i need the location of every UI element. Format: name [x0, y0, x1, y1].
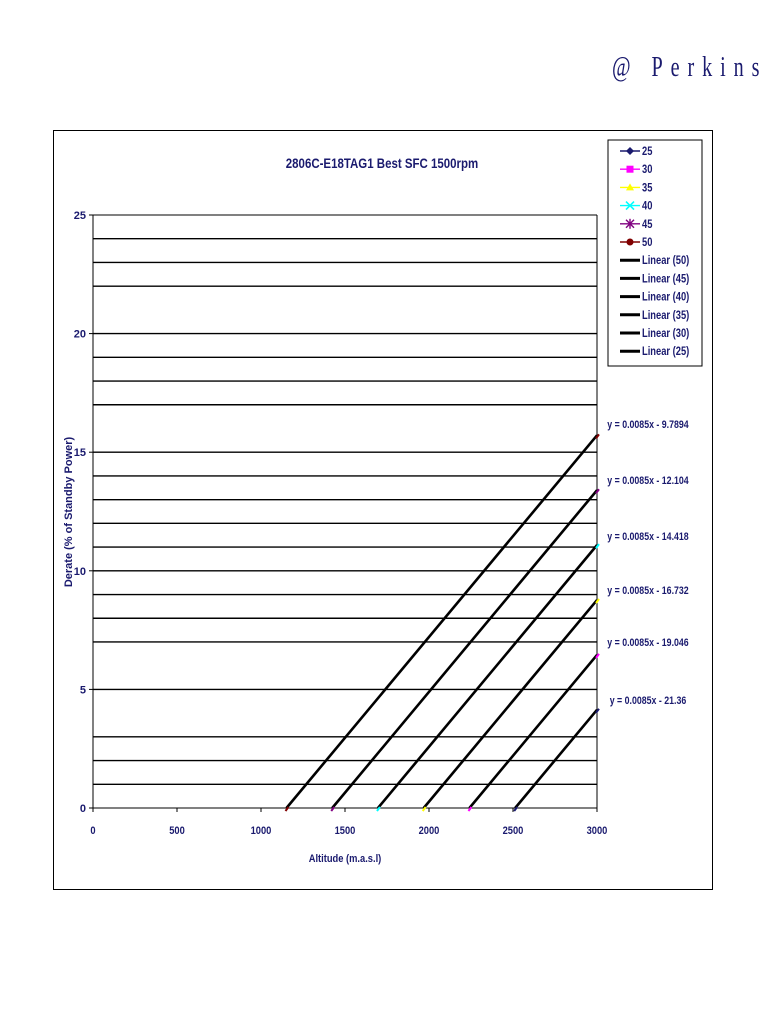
y-tick-label: 15 — [74, 447, 86, 459]
x-tick-label: 3000 — [587, 825, 608, 837]
legend: 25 30 35 40 45 50 Linear (50) Linear (45) Linear… — [607, 139, 703, 367]
data-point-marker — [595, 433, 600, 439]
trendline-equation: y = 0.0085x - 21.36 — [610, 695, 687, 707]
y-tick-label: 25 — [74, 210, 86, 222]
data-point-marker — [595, 653, 600, 659]
legend-marker-x — [625, 201, 635, 211]
legend-label: 35 — [642, 181, 652, 194]
chart-title: 2806C-E18TAG1 Best SFC 1500rpm — [286, 155, 478, 171]
data-point-marker — [284, 806, 290, 812]
trendline — [468, 654, 598, 809]
data-point-marker — [595, 543, 600, 549]
legend-label: Linear (40) — [642, 291, 690, 304]
y-tick-label: 5 — [80, 684, 86, 696]
chart-frame — [53, 130, 713, 890]
x-tick-label: 1000 — [251, 825, 272, 837]
y-tick-label: 10 — [74, 566, 86, 578]
legend-box — [607, 139, 703, 367]
legend-marker-circle — [626, 238, 634, 246]
trendline-equation: y = 0.0085x - 9.7894 — [607, 419, 689, 431]
trendline-equation: y = 0.0085x - 14.418 — [607, 531, 689, 543]
x-axis-label: Altitude (m.a.s.l) — [309, 853, 382, 865]
legend-label: Linear (50) — [642, 254, 690, 267]
x-tick-label: 2000 — [419, 825, 440, 837]
legend-label: Linear (35) — [642, 309, 690, 322]
legend-marker-diamond — [626, 147, 634, 155]
data-point-marker — [595, 488, 600, 494]
trendline-equation: y = 0.0085x - 16.732 — [607, 585, 689, 597]
legend-label: 25 — [642, 145, 652, 158]
trendline-equation: y = 0.0085x - 12.104 — [607, 475, 689, 487]
data-point-marker — [595, 598, 600, 604]
data-point-marker — [467, 806, 473, 812]
x-tick-label: 1500 — [335, 825, 356, 837]
data-point-marker — [595, 708, 600, 714]
x-tick-label: 0 — [90, 825, 95, 837]
x-tick-label: 500 — [169, 825, 185, 837]
trendline — [422, 599, 598, 809]
trendline — [514, 708, 598, 809]
legend-label: Linear (45) — [642, 272, 690, 285]
legend-marker-triangle — [626, 183, 634, 191]
data-point-marker — [376, 806, 381, 812]
trendline — [331, 489, 598, 809]
y-tick-label: 20 — [74, 329, 86, 341]
legend-label: Linear (30) — [642, 327, 690, 340]
legend-label: 30 — [642, 163, 652, 176]
y-tick-label: 0 — [80, 803, 86, 815]
legend-label: Linear (25) — [642, 345, 690, 358]
legend-label: 50 — [642, 236, 652, 249]
trendline — [376, 544, 598, 809]
data-point-marker — [421, 806, 427, 812]
plot-area: 0 5 10 15 20 25 0 500 1000 1500 2000 2500 3000 y = 0.… — [74, 210, 689, 837]
y-axis-label: Derate (% of Standby Power) — [63, 436, 75, 587]
legend-label: 45 — [642, 218, 652, 231]
legend-marker-square — [626, 165, 634, 173]
x-tick-label: 2500 — [503, 825, 524, 837]
trendline-equation: y = 0.0085x - 19.046 — [607, 637, 689, 649]
data-point-marker — [330, 806, 336, 812]
legend-label: 40 — [642, 200, 652, 213]
trendline — [285, 434, 598, 809]
data-point-marker — [513, 806, 518, 812]
